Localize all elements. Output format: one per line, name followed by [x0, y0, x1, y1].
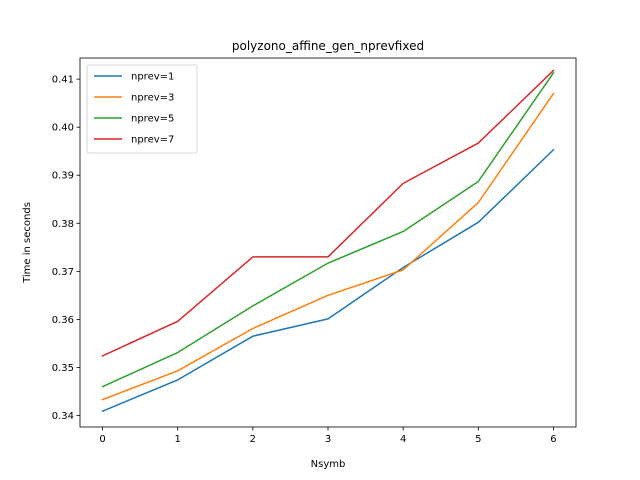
series-line-nprev-7 — [101, 69, 555, 357]
legend-label: nprev=5 — [131, 114, 174, 125]
chart-title: polyzono_affine_gen_nprevfixed — [232, 39, 424, 53]
y-tick-label: 0.38 — [52, 219, 74, 230]
x-tick-label: 3 — [325, 434, 331, 445]
series-line-nprev-1 — [101, 148, 555, 413]
y-tick-label: 0.34 — [52, 411, 74, 422]
y-tick-label: 0.40 — [52, 123, 74, 134]
y-tick-label: 0.39 — [52, 171, 74, 182]
x-tick-label: 4 — [400, 434, 406, 445]
x-tick-label: 2 — [250, 434, 256, 445]
y-axis-label: Time in seconds — [22, 202, 33, 284]
x-axis-ticks: 0 1 2 3 4 5 6 — [99, 427, 557, 445]
series-line-nprev-3 — [101, 92, 555, 401]
x-axis-label: Nsymb — [311, 459, 346, 470]
y-tick-label: 0.36 — [52, 315, 74, 326]
legend-label: nprev=1 — [131, 72, 174, 83]
series-line-nprev-5 — [101, 71, 555, 388]
y-axis-ticks: 0.34 0.35 0.36 0.37 0.38 0.39 0.40 0.41 — [52, 75, 80, 422]
series-layer — [101, 69, 555, 413]
y-tick-label: 0.35 — [52, 363, 74, 374]
legend-label: nprev=3 — [131, 93, 174, 104]
x-tick-label: 6 — [550, 434, 556, 445]
x-tick-label: 0 — [99, 434, 105, 445]
legend: nprev=1 nprev=3 nprev=5 nprev=7 — [86, 64, 198, 154]
legend-box — [86, 64, 198, 154]
y-tick-label: 0.41 — [52, 75, 74, 86]
legend-label: nprev=7 — [131, 135, 174, 146]
x-tick-label: 5 — [475, 434, 481, 445]
x-tick-label: 1 — [175, 434, 181, 445]
y-tick-label: 0.37 — [52, 267, 74, 278]
